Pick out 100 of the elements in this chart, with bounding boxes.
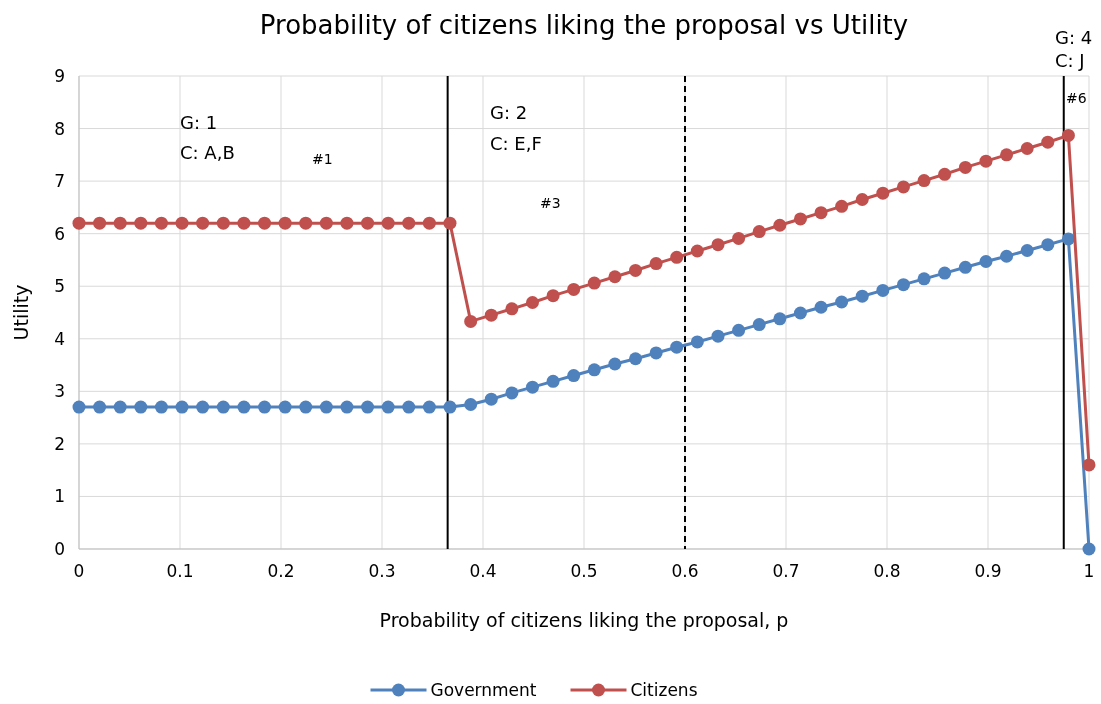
x-tick-label: 0.6 bbox=[671, 561, 699, 581]
point bbox=[979, 154, 993, 168]
y-tick-label: 7 bbox=[54, 171, 65, 192]
point bbox=[299, 400, 313, 414]
point bbox=[711, 329, 725, 343]
point bbox=[196, 216, 210, 230]
point bbox=[1020, 142, 1034, 156]
point bbox=[979, 255, 993, 269]
point bbox=[773, 218, 787, 232]
point bbox=[793, 212, 807, 226]
point bbox=[917, 174, 931, 188]
point bbox=[732, 231, 746, 245]
point bbox=[134, 216, 148, 230]
point bbox=[1020, 243, 1034, 257]
x-axis-title: Probability of citizens liking the proposal, p bbox=[379, 609, 789, 631]
point bbox=[629, 352, 643, 366]
point bbox=[93, 216, 107, 230]
point bbox=[752, 318, 766, 332]
point bbox=[1061, 128, 1075, 142]
point bbox=[278, 216, 292, 230]
point bbox=[258, 400, 272, 414]
x-tick-label: 0.2 bbox=[267, 561, 295, 581]
point bbox=[670, 340, 684, 354]
point bbox=[855, 193, 869, 207]
point bbox=[134, 400, 148, 414]
x-tick-label: 0.3 bbox=[368, 561, 396, 581]
point bbox=[237, 400, 251, 414]
point bbox=[196, 400, 210, 414]
y-axis-title: Utility bbox=[10, 284, 32, 341]
point bbox=[752, 225, 766, 239]
annotation: #3 bbox=[540, 195, 561, 211]
point bbox=[402, 216, 416, 230]
point bbox=[670, 250, 684, 264]
point bbox=[175, 400, 189, 414]
point bbox=[876, 283, 890, 297]
point bbox=[361, 216, 375, 230]
point bbox=[381, 400, 395, 414]
legend-label: Citizens bbox=[630, 679, 698, 700]
point bbox=[587, 363, 601, 377]
point bbox=[1000, 249, 1014, 263]
y-tick-label: 6 bbox=[54, 223, 65, 244]
point bbox=[587, 276, 601, 290]
point bbox=[299, 216, 313, 230]
legend-label: Government bbox=[430, 679, 537, 700]
x-tick-label: 0.5 bbox=[570, 561, 598, 581]
annotation: C: A,B bbox=[180, 142, 235, 163]
point bbox=[237, 216, 251, 230]
point bbox=[690, 244, 704, 258]
point bbox=[649, 257, 663, 271]
point bbox=[216, 216, 230, 230]
annotation: G: 2 bbox=[490, 102, 528, 123]
point bbox=[835, 295, 849, 309]
point bbox=[793, 306, 807, 320]
point bbox=[464, 314, 478, 328]
point bbox=[938, 266, 952, 280]
point bbox=[876, 186, 890, 200]
point bbox=[896, 278, 910, 292]
point bbox=[93, 400, 107, 414]
point bbox=[773, 312, 787, 326]
point bbox=[464, 397, 478, 411]
point bbox=[1041, 135, 1055, 149]
annotation: #1 bbox=[312, 151, 333, 167]
point bbox=[814, 300, 828, 314]
point bbox=[1000, 148, 1014, 162]
point bbox=[711, 238, 725, 252]
y-tick-label: 1 bbox=[54, 486, 65, 507]
point bbox=[525, 380, 539, 394]
point bbox=[258, 216, 272, 230]
point bbox=[629, 263, 643, 277]
x-tick-label: 1 bbox=[1083, 561, 1095, 581]
point bbox=[855, 289, 869, 303]
point bbox=[402, 400, 416, 414]
x-tick-label: 0.1 bbox=[166, 561, 194, 581]
y-tick-label: 8 bbox=[54, 118, 65, 139]
point bbox=[567, 282, 581, 296]
point bbox=[422, 216, 436, 230]
point bbox=[1082, 458, 1096, 472]
point bbox=[649, 346, 663, 360]
point bbox=[113, 400, 127, 414]
point bbox=[340, 216, 354, 230]
point bbox=[567, 369, 581, 383]
point bbox=[546, 374, 560, 388]
annotation: G: 1 bbox=[180, 112, 218, 133]
point bbox=[72, 216, 86, 230]
y-tick-label: 2 bbox=[54, 433, 65, 454]
annotation: #6 bbox=[1066, 90, 1087, 106]
x-tick-label: 0 bbox=[73, 561, 85, 581]
point bbox=[505, 386, 519, 400]
point bbox=[814, 206, 828, 220]
point bbox=[958, 260, 972, 274]
point bbox=[484, 308, 498, 322]
y-tick-label: 4 bbox=[54, 328, 65, 349]
text: G: 4 bbox=[1055, 27, 1093, 48]
point bbox=[154, 216, 168, 230]
y-tick-label: 9 bbox=[54, 65, 65, 86]
point bbox=[319, 216, 333, 230]
point bbox=[340, 400, 354, 414]
point bbox=[361, 400, 375, 414]
point bbox=[505, 302, 519, 316]
y-tick-label: 3 bbox=[54, 381, 65, 402]
